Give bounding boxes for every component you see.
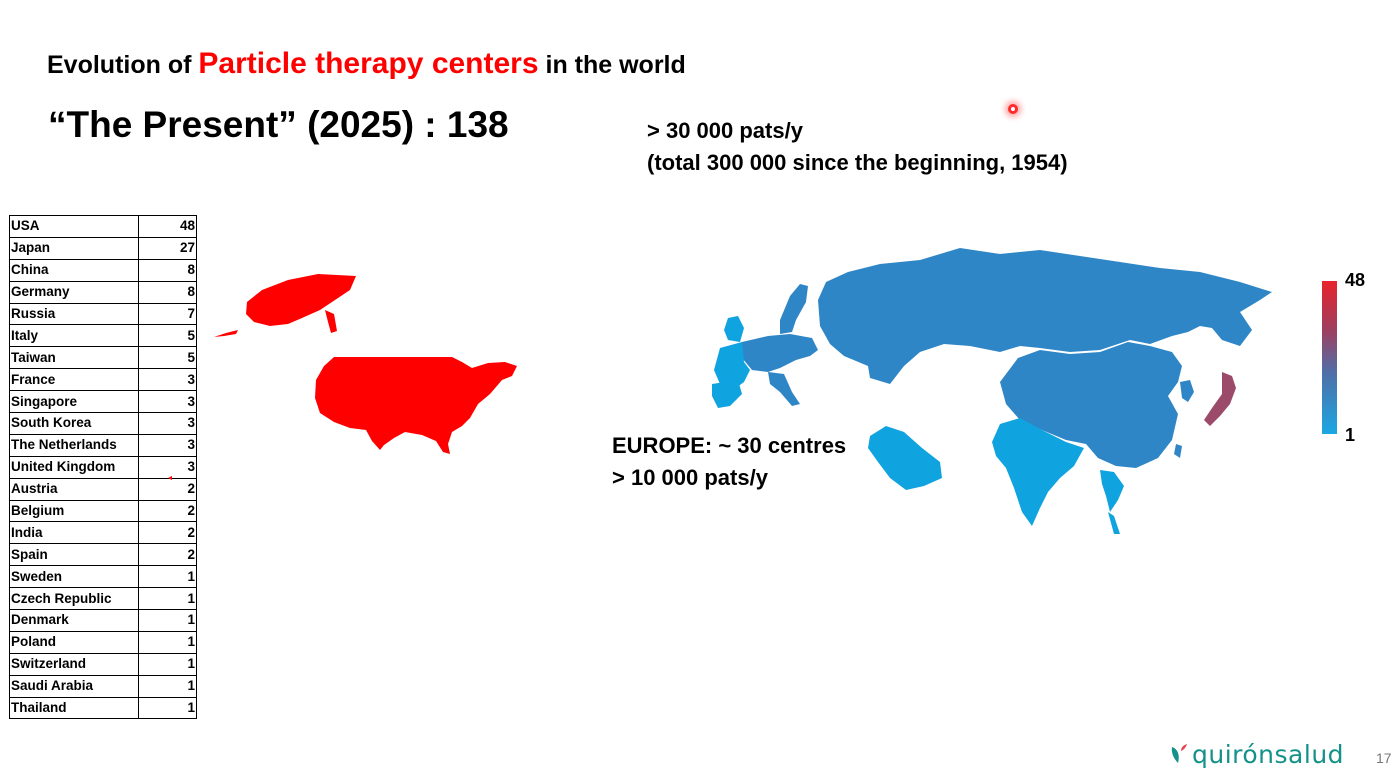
italy-shape — [768, 372, 800, 406]
iberia-shape — [712, 380, 742, 408]
country-name-cell: France — [9, 368, 139, 392]
quironsalud-logo: quirónsalud — [1170, 740, 1344, 769]
stats-line-2: (total 300 000 since the beginning, 1954… — [647, 150, 1068, 175]
country-count-cell: 27 — [138, 236, 197, 260]
conterminous-usa-shape — [315, 357, 517, 454]
country-row: Russia 7 — [9, 302, 197, 326]
country-name-cell: Czech Republic — [9, 587, 139, 611]
country-row: South Korea 3 — [9, 412, 197, 435]
country-row: China 8 — [9, 258, 197, 282]
russia-shape — [818, 248, 1272, 384]
country-row: Switzerland 1 — [9, 652, 197, 676]
page-number: 17 — [1376, 750, 1392, 766]
japan-shape — [1204, 372, 1236, 426]
uk-marker-shape — [168, 476, 172, 480]
country-name-cell: China — [9, 258, 139, 282]
central-europe-shape — [742, 334, 818, 372]
country-name-cell: Russia — [9, 302, 139, 326]
logo-leaf-icon — [1171, 743, 1187, 763]
british-isles-shape — [724, 316, 744, 342]
saudi-arabia-shape — [868, 426, 942, 490]
country-row: Taiwan 5 — [9, 346, 197, 370]
country-row: Poland 1 — [9, 630, 197, 654]
country-name-cell: Japan — [9, 236, 139, 260]
thailand-shape — [1100, 470, 1124, 512]
country-name-cell: Thailand — [9, 696, 139, 720]
country-name-cell: India — [9, 521, 139, 545]
country-count-cell: 2 — [138, 477, 197, 501]
country-count-cell: 48 — [138, 215, 197, 238]
country-name-cell: Spain — [9, 543, 139, 567]
logo-text: quirónsalud — [1192, 740, 1345, 769]
country-name-cell: USA — [9, 215, 139, 238]
country-name-cell: United Kingdom — [9, 455, 139, 479]
malay-peninsula-shape — [1108, 512, 1120, 534]
color-scale-max-label: 48 — [1345, 270, 1366, 290]
china-shape — [1000, 342, 1182, 468]
country-name-cell: Taiwan — [9, 346, 139, 370]
scandinavia-shape — [780, 284, 808, 334]
country-count-cell: 5 — [138, 346, 197, 370]
country-count-cell: 5 — [138, 324, 197, 348]
country-row: Austria 2 — [9, 477, 197, 501]
india-shape — [992, 418, 1084, 526]
taiwan-marker-group — [168, 476, 172, 480]
country-name-cell: Germany — [9, 280, 139, 304]
country-row: The Netherlands 3 — [9, 433, 197, 457]
country-row: Singapore 3 — [9, 390, 197, 414]
country-row: Saudi Arabia 1 — [9, 674, 197, 698]
country-count-cell: 3 — [138, 433, 197, 457]
country-count-cell: 1 — [138, 696, 197, 720]
country-table: USA 48 Japan 27 China 8 Germany 8 Russia 7 Italy 5 T… — [9, 215, 197, 720]
country-row: France 3 — [9, 368, 197, 392]
western-europe-shape — [714, 342, 750, 388]
country-count-cell: 3 — [138, 368, 197, 392]
taiwan-shape — [1174, 444, 1182, 458]
country-name-cell: The Netherlands — [9, 433, 139, 457]
title-prefix: Evolution of — [47, 51, 192, 79]
country-count-cell: 3 — [138, 412, 197, 435]
color-scale-bar — [1322, 281, 1337, 434]
country-count-cell: 3 — [138, 455, 197, 479]
country-count-cell: 8 — [138, 258, 197, 282]
country-name-cell: Austria — [9, 477, 139, 501]
country-count-cell: 3 — [138, 390, 197, 414]
country-name-cell: South Korea — [9, 412, 139, 435]
laser-pointer-dot — [1008, 104, 1018, 114]
europe-note-line-1: EUROPE: ~ 30 centres — [612, 433, 847, 458]
aleutian-islands — [214, 330, 238, 337]
country-row: Spain 2 — [9, 543, 197, 567]
patient-stats: > 30 000 pats/y (total 300 000 since the… — [647, 115, 1068, 179]
slide-title: Evolution of Particle therapy centers in… — [47, 47, 686, 81]
usa-region — [214, 274, 517, 454]
country-row: Japan 27 — [9, 236, 197, 260]
country-name-cell: Switzerland — [9, 652, 139, 676]
alaska-shape — [246, 274, 356, 326]
europe-region — [712, 284, 818, 408]
country-row: Czech Republic 1 — [9, 587, 197, 611]
country-row: USA 48 — [9, 215, 197, 238]
korea-shape — [1180, 380, 1194, 402]
title-highlight: Particle therapy centers — [198, 47, 539, 80]
color-scale-min-label: 1 — [1345, 425, 1356, 445]
country-row: Belgium 2 — [9, 499, 197, 523]
country-row: India 2 — [9, 521, 197, 545]
country-row: Germany 8 — [9, 280, 197, 304]
title-suffix: in the world — [545, 51, 686, 79]
country-row: Italy 5 — [9, 324, 197, 348]
present-count-heading: “The Present” (2025) : 138 — [48, 104, 509, 145]
stats-line-1: > 30 000 pats/y — [647, 118, 803, 143]
europe-note: EUROPE: ~ 30 centres > 10 000 pats/y — [612, 430, 846, 494]
country-name-cell: Singapore — [9, 390, 139, 414]
europe-note-line-2: > 10 000 pats/y — [612, 465, 768, 490]
country-count-cell: 7 — [138, 302, 197, 326]
country-count-cell: 2 — [138, 521, 197, 545]
alaska-panhandle — [325, 310, 337, 333]
asia-region — [818, 248, 1272, 534]
country-row: Thailand 1 — [9, 696, 197, 720]
country-row: United Kingdom 3 — [9, 455, 197, 479]
country-count-cell: 8 — [138, 280, 197, 304]
